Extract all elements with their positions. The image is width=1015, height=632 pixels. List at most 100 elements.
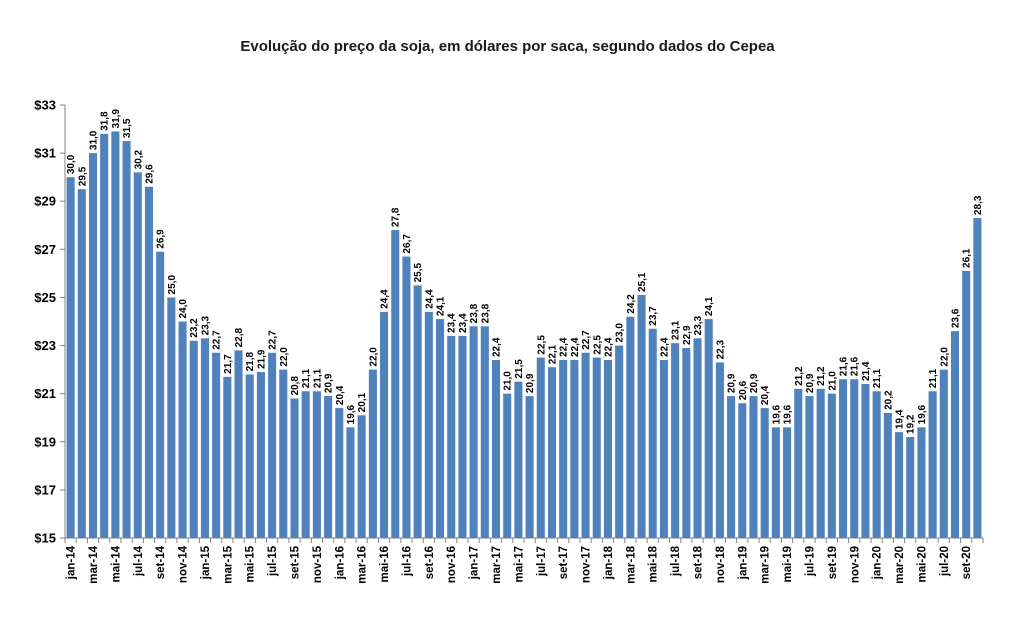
bar-set-14 — [156, 251, 165, 539]
data-label: 27,8 — [391, 207, 402, 227]
data-label: 30,2 — [133, 149, 144, 169]
data-label: 22,4 — [570, 337, 581, 357]
y-tick-label: $25 — [34, 290, 56, 305]
data-label: 24,4 — [424, 289, 435, 309]
data-label: 20,9 — [525, 373, 536, 393]
y-tick-label: $17 — [34, 482, 56, 497]
data-label: 22,5 — [592, 335, 603, 355]
data-label: 20,4 — [760, 385, 771, 405]
bar-ago-16 — [413, 285, 422, 538]
x-tick-label: mar-19 — [760, 546, 772, 584]
y-tick-label: $23 — [34, 338, 56, 353]
bar-jul-15 — [268, 352, 277, 538]
bar-jul-19 — [805, 396, 814, 538]
bar-abr-16 — [368, 369, 377, 538]
x-tick-label: jul-18 — [670, 545, 682, 577]
data-label: 23,0 — [615, 323, 626, 343]
data-label: 31,5 — [122, 118, 133, 138]
data-label: 20,9 — [805, 373, 816, 393]
bar-abr-18 — [637, 295, 646, 538]
bar-mar-17 — [491, 359, 501, 538]
bar-set-18 — [693, 338, 702, 538]
data-label: 21,4 — [861, 361, 872, 381]
data-label: 21,9 — [256, 349, 267, 369]
data-label: 23,4 — [458, 313, 469, 333]
data-label: 23,7 — [648, 306, 659, 326]
data-label: 29,6 — [144, 164, 155, 184]
bar-dez-15 — [324, 396, 333, 538]
x-tick-label: jan-15 — [200, 545, 212, 580]
data-label: 19,4 — [895, 409, 906, 429]
data-label: 23,2 — [189, 318, 200, 338]
bar-set-16 — [424, 311, 433, 538]
data-label: 20,9 — [727, 373, 738, 393]
bar-jan-16 — [335, 408, 344, 538]
bar-jan-19 — [738, 403, 747, 538]
data-label: 23,3 — [693, 315, 704, 335]
x-tick-label: nov-17 — [581, 546, 593, 583]
x-tick-label: nov-15 — [312, 545, 324, 583]
bar-nov-19 — [850, 379, 859, 538]
data-label: 22,3 — [715, 339, 726, 359]
bar-fev-15 — [212, 352, 221, 538]
y-tick-label: $29 — [34, 194, 56, 209]
x-tick-label: mai-17 — [513, 546, 525, 582]
data-label: 20,2 — [883, 390, 894, 410]
x-tick-label: jul-16 — [401, 546, 413, 577]
bar-fev-16 — [346, 427, 355, 538]
bar-nov-17 — [581, 352, 590, 538]
data-label: 22,7 — [581, 330, 592, 350]
data-label: 21,6 — [839, 356, 850, 376]
data-label: 24,4 — [380, 289, 391, 309]
data-label: 26,9 — [156, 229, 167, 249]
x-tick-label: jan-16 — [334, 546, 346, 580]
bar-mar-14 — [88, 153, 98, 539]
data-label: 21,1 — [301, 368, 312, 388]
data-label: 21,2 — [794, 366, 805, 386]
bar-mai-15 — [245, 374, 254, 538]
x-tick-label: set-20 — [961, 546, 973, 579]
x-tick-label: nov-16 — [446, 546, 458, 583]
bar-abr-15 — [234, 350, 243, 538]
bar-dez-18 — [727, 396, 736, 538]
data-label: 19,6 — [346, 404, 357, 424]
x-tick-label: mai-18 — [648, 545, 660, 582]
x-tick-label: jul-17 — [536, 546, 548, 577]
bar-set-17 — [559, 359, 568, 538]
data-label: 22,0 — [939, 347, 950, 367]
bar-dez-17 — [592, 357, 601, 538]
x-tick-label: mai-20 — [916, 546, 928, 582]
data-label: 30,0 — [66, 154, 77, 174]
x-tick-label: jul-20 — [939, 546, 951, 577]
bar-jan-20 — [872, 391, 881, 538]
bar-dez-19 — [861, 384, 870, 538]
bar-jul-17 — [536, 357, 545, 538]
x-tick-label: jan-20 — [872, 546, 884, 580]
bar-jul-14 — [133, 172, 142, 539]
bar-nov-16 — [447, 335, 456, 538]
bar-jan-17 — [469, 326, 478, 538]
y-tick-label: $27 — [34, 242, 56, 257]
x-tick-label: set-16 — [424, 546, 436, 579]
bar-abr-19 — [771, 427, 780, 538]
x-tick-label: mai-15 — [245, 545, 257, 582]
bar-set-20 — [962, 270, 971, 538]
data-label: 20,9 — [749, 373, 760, 393]
x-tick-label: jan-17 — [469, 546, 481, 580]
data-label: 22,4 — [659, 337, 670, 357]
x-tick-label: jul-15 — [267, 545, 279, 577]
x-tick-label: mar-16 — [357, 546, 369, 584]
data-label: 21,8 — [245, 352, 256, 372]
bar-mai-16 — [380, 311, 389, 538]
bar-nov-18 — [715, 362, 724, 538]
x-tick-label: set-15 — [290, 545, 302, 579]
data-label: 19,6 — [771, 404, 782, 424]
x-tick-label: set-18 — [693, 545, 705, 579]
data-label: 22,5 — [536, 335, 547, 355]
y-tick-label: $31 — [34, 146, 56, 161]
bar-mar-19 — [760, 408, 769, 538]
data-label: 21,1 — [312, 368, 323, 388]
data-label: 24,2 — [626, 294, 637, 314]
bar-mai-17 — [514, 381, 523, 538]
